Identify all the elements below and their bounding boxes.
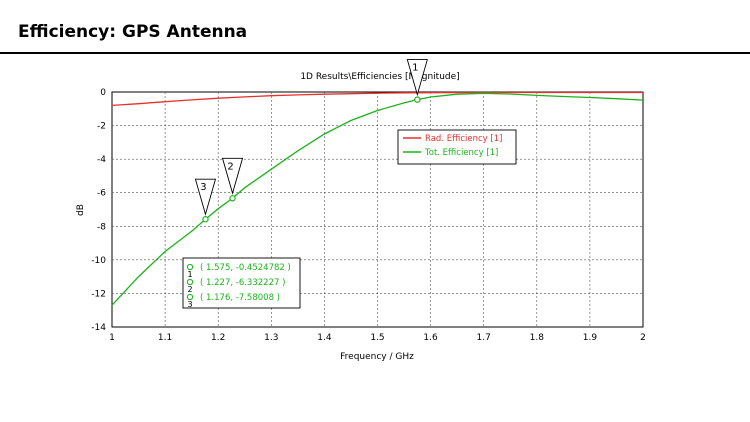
marker-table-symbol: [186, 293, 194, 301]
marker-flag-2: [221, 157, 244, 195]
x-tick-label: 1: [109, 333, 115, 343]
y-tick-label: -2: [97, 122, 106, 132]
marker-point-2: [229, 195, 236, 202]
title-divider: [0, 52, 750, 54]
x-tick-label: 1.2: [211, 333, 225, 343]
marker-flag-label-3: 3: [200, 182, 206, 193]
legend-entry: Rad. Efficiency [1]: [425, 134, 502, 144]
y-tick-label: -8: [97, 222, 106, 232]
y-axis-label: dB: [76, 204, 86, 216]
marker-table-id: 3: [187, 300, 192, 309]
marker-2: 2: [221, 157, 244, 202]
y-tick-label: 0: [100, 88, 106, 98]
x-tick-label: 2: [640, 333, 646, 343]
marker-flag-3: [194, 178, 217, 216]
x-tick-label: 1.1: [158, 333, 172, 343]
marker-flag-label-1: 1: [412, 63, 418, 74]
marker-table-value: ( 1.227, -6.332227 ): [200, 278, 285, 288]
marker-flag-1: [406, 59, 428, 97]
marker-point-3: [202, 216, 209, 223]
y-tick-label: -10: [91, 256, 106, 266]
marker-table-symbol: [186, 263, 194, 271]
legend: Rad. Efficiency [1] Tot. Efficiency [1]: [397, 129, 517, 165]
marker-flag-label-2: 2: [227, 161, 233, 172]
x-tick-label: 1.6: [423, 333, 438, 343]
legend-entry: Tot. Efficiency [1]: [424, 148, 498, 158]
marker-table-value: ( 1.176, -7.58008 ): [200, 293, 280, 303]
marker-table-id: 2: [187, 285, 192, 294]
marker-table-id: 1: [187, 270, 192, 279]
marker-table-symbol: [186, 278, 194, 286]
y-tick-label: -4: [97, 155, 106, 165]
chart-title: 1D Results\Efficiencies [Magnitude]: [300, 72, 459, 82]
marker-1: 1: [406, 59, 428, 103]
y-tick-label: -14: [91, 323, 106, 333]
rad-efficiency-line: [111, 91, 643, 107]
marker-point-1: [414, 96, 421, 103]
x-tick-label: 1.5: [370, 333, 384, 343]
marker-table-value: ( 1.575, -0.4524782 ): [200, 263, 291, 273]
y-tick-label: -12: [91, 289, 106, 299]
marker-table: 1 ( 1.575, -0.4524782 ) 2 ( 1.227, -6.33222…: [182, 257, 301, 309]
x-tick-label: 1.9: [583, 333, 598, 343]
y-tick-label: -6: [97, 189, 106, 199]
x-tick-label: 1.3: [264, 333, 278, 343]
x-tick-label: 1.7: [477, 333, 491, 343]
x-tick-label: 1.8: [530, 333, 545, 343]
slide-title: Efficiency: GPS Antenna: [18, 22, 248, 42]
x-tick-label: 1.4: [317, 333, 332, 343]
marker-table-box: [182, 257, 301, 309]
marker-3: 3: [194, 178, 217, 223]
legend-box: [397, 129, 517, 165]
x-axis-label: Frequency / GHz: [340, 352, 414, 362]
